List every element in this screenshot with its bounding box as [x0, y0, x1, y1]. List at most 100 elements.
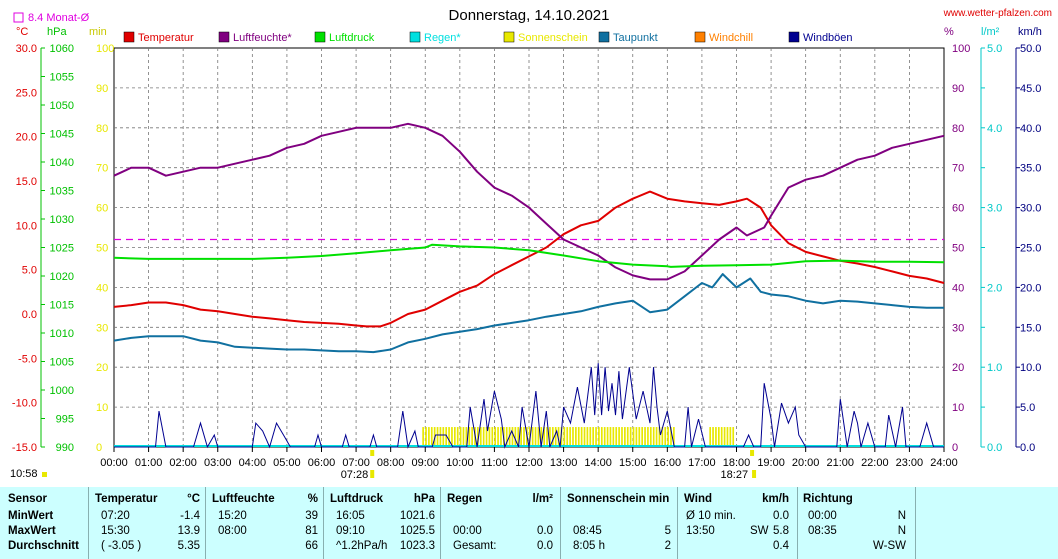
pressure-axis-tick-label: 1000 [50, 385, 74, 397]
sunshine-bar [626, 427, 629, 447]
x-tick-label: 18:00 [723, 457, 751, 469]
stats-wind-unit: km/h [762, 493, 789, 505]
stats-rain-header: Regen [447, 493, 483, 505]
legend-swatch [314, 31, 326, 43]
legend-swatch [694, 31, 706, 43]
sunshine-bar [606, 427, 609, 447]
sunshine-bar [638, 427, 641, 447]
sunshine-bar [603, 427, 606, 447]
temp-axis-tick-label: -10.0 [12, 398, 37, 410]
x-tick-label: 08:00 [377, 457, 405, 469]
rain-axis-tick-label: 2.0 [987, 282, 1002, 294]
sunshine-bar [647, 427, 649, 447]
wind-axis-tick-label: 35.0 [1020, 163, 1041, 175]
stats-section [440, 487, 561, 559]
stats-sunshine-value: 5 [664, 525, 671, 537]
stats-wind-value: 5.8 [773, 525, 789, 537]
stats-section [88, 487, 206, 559]
x-tick-label: 20:00 [792, 457, 820, 469]
sunshine-bar [720, 427, 723, 447]
pressure-axis-tick-label: 1030 [50, 214, 74, 226]
sunshine-bar [537, 427, 540, 447]
wind-unit: km/h [1018, 26, 1042, 38]
sunshine-bar [661, 427, 664, 447]
x-tick-label: 16:00 [654, 457, 682, 469]
sunshine-bar [488, 427, 491, 447]
stats-direction-time: 08:35 [808, 525, 837, 537]
legend-swatch [598, 31, 610, 43]
temp-axis-tick-label: 10.0 [16, 220, 37, 232]
legend-swatch [788, 31, 800, 43]
stats-humidity-header: Luftfeuchte [212, 493, 275, 505]
sunshine-bar [497, 427, 499, 447]
stats-rain-value: 0.0 [537, 540, 553, 552]
sunshine-bar [589, 427, 592, 447]
sunshine-bar [715, 427, 717, 447]
wind-axis-tick-label: 30.0 [1020, 203, 1041, 215]
stats-rain-time: 00:00 [453, 525, 482, 537]
humidity-axis-tick-label: 20 [952, 362, 964, 374]
x-tick-label: 19:00 [757, 457, 785, 469]
rain-axis-tick-label: 5.0 [987, 43, 1002, 55]
sunshine-bar [549, 427, 551, 447]
temp-axis-tick-label: 20.0 [16, 132, 37, 144]
wind-axis-tick-label: 10.0 [1020, 362, 1041, 374]
chart-series [113, 122, 945, 449]
chart-legend: Temperatur Luftfeuchte* Luftdruck Regen* Son… [123, 31, 853, 44]
stats-section [677, 487, 798, 559]
sunshine-bar [482, 427, 485, 447]
x-tick-label: 04:00 [239, 457, 267, 469]
stats-direction-time: 00:00 [808, 510, 837, 522]
sunshine-axis-tick-label: 10 [96, 402, 108, 414]
monthly-avg-label: 8.4 Monat-Ø [28, 12, 90, 24]
stats-temp-time: 07:20 [101, 510, 130, 522]
sunshine-bar [566, 427, 569, 447]
sunshine-bar [520, 427, 522, 447]
sunshine-bar [543, 427, 546, 447]
sunshine-bar [554, 427, 557, 447]
x-tick-label: 13:00 [550, 457, 578, 469]
sunshine-bar [456, 427, 459, 447]
sunshine-bar [595, 427, 597, 447]
sunshine-bar [723, 427, 726, 447]
stats-wind-time: 13:50 [686, 525, 715, 537]
legend-label: Luftdruck [329, 32, 375, 44]
stats-humidity-time: 08:00 [218, 525, 247, 537]
sunshine-bar [635, 427, 638, 447]
stats-section [915, 487, 1058, 559]
legend-label: Windchill [709, 32, 753, 44]
humidity-axis-tick-label: 90 [952, 83, 964, 95]
stats-wind-value: 0.0 [773, 510, 789, 522]
humidity-axis-tick-label: 0 [952, 442, 958, 454]
sunshine-bar [436, 427, 439, 447]
sunshine-unit: min [89, 26, 107, 38]
legend-swatch [123, 31, 135, 43]
sunshine-bar [557, 427, 560, 447]
stats-rain-time: Gesamt: [453, 540, 497, 552]
stats-sunshine-value: 2 [664, 540, 671, 552]
stats-pressure-value: 1025.5 [399, 525, 435, 537]
sunshine-bar [673, 427, 675, 447]
pressure-axis-tick-label: 1040 [50, 157, 74, 169]
x-tick-label: 15:00 [619, 457, 647, 469]
humidity-axis-tick-label: 100 [952, 43, 970, 55]
x-tick-label: 24:00 [930, 457, 958, 469]
legend-label: Sonnenschein [518, 32, 588, 44]
humidity-axis-tick-label: 80 [952, 123, 964, 135]
sunshine-bar [517, 427, 520, 447]
taupunkt-series [113, 273, 944, 354]
luftdruck-series [113, 243, 945, 268]
sunshine-bar [644, 427, 646, 447]
sunshine-bar [670, 427, 672, 447]
sunset-marker-2 [752, 470, 757, 478]
sunshine-bar [485, 427, 488, 447]
legend-label: Windböen [803, 32, 853, 44]
sunshine-axis-tick-label: 80 [96, 123, 108, 135]
wind-axis-tick-label: 45.0 [1020, 83, 1041, 95]
stats-pressure-time: ^1.2hPa/h [336, 540, 388, 552]
sunshine-bar [462, 427, 465, 447]
sunshine-bar [511, 427, 514, 447]
stats-pressure-time: 16:05 [336, 510, 365, 522]
sunshine-bar [641, 427, 644, 447]
sunshine-bar [632, 427, 635, 447]
